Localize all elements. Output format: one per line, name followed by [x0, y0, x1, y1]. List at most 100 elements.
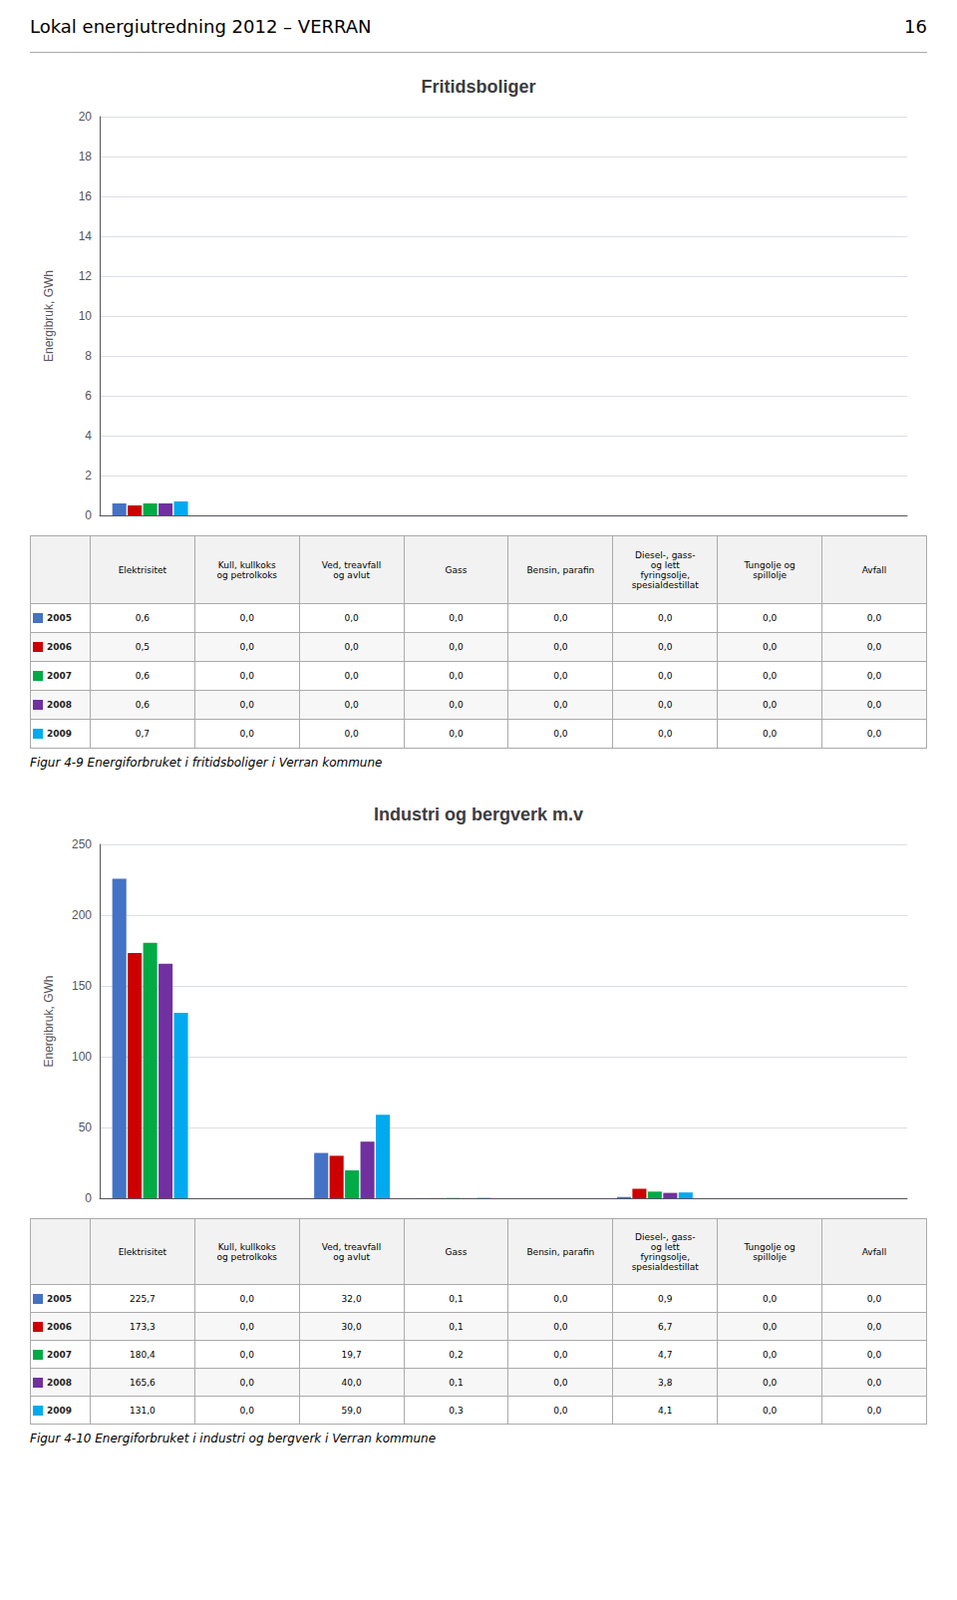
svg-text:50: 50	[78, 1120, 93, 1135]
svg-text:2: 2	[84, 468, 92, 483]
html-text:0,0: 0,0	[448, 728, 464, 739]
html-text:0,1: 0,1	[448, 1293, 464, 1304]
html-text:0,0: 0,0	[762, 1293, 777, 1304]
svg-text:Industri og bergverk m.v: Industri og bergverk m.v	[373, 804, 584, 825]
svg-text:6: 6	[84, 388, 92, 403]
html-text:Diesel-, gass- og lett fyrings: Diesel-, gass- og lett fyringsolje, spes…	[631, 549, 699, 590]
html-text:0,0: 0,0	[762, 728, 777, 739]
svg-text:20: 20	[78, 109, 93, 124]
html-text:0,0: 0,0	[762, 670, 777, 681]
html-text:Ved, treavfall og avlut: Ved, treavfall og avlut	[321, 559, 382, 580]
svg-text:Energibruk, GWh: Energibruk, GWh	[41, 270, 56, 362]
html-text:0,0: 0,0	[867, 728, 882, 739]
svg-text:0: 0	[84, 508, 92, 523]
html-text:2007: 2007	[46, 670, 72, 681]
html-text:0,0: 0,0	[239, 728, 255, 739]
html-text:2006: 2006	[46, 1321, 72, 1332]
svg-text:18: 18	[78, 149, 93, 164]
html-text:2008: 2008	[46, 699, 72, 710]
html-text:0,0: 0,0	[658, 641, 673, 652]
html-text:0,0: 0,0	[553, 641, 568, 652]
svg-text:4: 4	[84, 428, 92, 443]
svg-text:12: 12	[78, 269, 93, 284]
html-text:0,6: 0,6	[135, 670, 150, 681]
html-text:Tungolje og spillolje: Tungolje og spillolje	[744, 559, 796, 580]
html-text:Figur 4-9 Energiforbruket i fr: Figur 4-9 Energiforbruket i fritidsbolig…	[29, 755, 383, 770]
html-text:Avfall: Avfall	[861, 1246, 887, 1257]
svg-text:Fritidsboliger: Fritidsboliger	[420, 76, 536, 97]
html-text:0,0: 0,0	[658, 728, 673, 739]
html-text:0,0: 0,0	[239, 641, 255, 652]
html-text:0,0: 0,0	[553, 728, 568, 739]
html-text:0,0: 0,0	[344, 728, 359, 739]
svg-text:8: 8	[84, 348, 92, 363]
html-text:0,6: 0,6	[135, 613, 150, 624]
html-text:Avfall: Avfall	[861, 564, 887, 575]
html-text:0,0: 0,0	[658, 670, 673, 681]
html-text:0,0: 0,0	[344, 613, 359, 624]
html-text:Ved, treavfall og avlut: Ved, treavfall og avlut	[321, 1241, 382, 1262]
svg-text:16: 16	[78, 189, 93, 204]
html-text:0,0: 0,0	[658, 613, 673, 624]
html-text:Bensin, parafin: Bensin, parafin	[526, 564, 595, 575]
html-text:Figur 4-10 Energiforbruket i i: Figur 4-10 Energiforbruket i industri og…	[29, 1431, 436, 1446]
html-text:0,0: 0,0	[553, 1293, 568, 1304]
svg-text:0: 0	[84, 1191, 92, 1206]
html-text:0,0: 0,0	[448, 641, 464, 652]
html-text:0,0: 0,0	[448, 699, 464, 710]
html-text:0,0: 0,0	[867, 1293, 882, 1304]
svg-text:10: 10	[78, 309, 93, 323]
html-text:Lokal energiutredning 2012 – V: Lokal energiutredning 2012 – VERRAN	[29, 15, 372, 37]
svg-text:Energibruk, GWh: Energibruk, GWh	[41, 974, 56, 1067]
svg-text:250: 250	[71, 837, 92, 852]
svg-text:100: 100	[71, 1049, 92, 1064]
html-text:0,5: 0,5	[135, 641, 150, 652]
html-text:0,0: 0,0	[344, 641, 359, 652]
html-text:0,0: 0,0	[553, 670, 568, 681]
html-text:0,0: 0,0	[762, 613, 777, 624]
html-text:0,0: 0,0	[867, 699, 882, 710]
html-text:0,0: 0,0	[239, 1293, 255, 1304]
html-text:225,7: 225,7	[129, 1293, 156, 1304]
svg-text:150: 150	[71, 978, 92, 993]
html-text:Elektrisitet: Elektrisitet	[118, 1246, 167, 1257]
html-text:Elektrisitet: Elektrisitet	[118, 564, 167, 575]
html-text:2005: 2005	[46, 613, 72, 624]
html-text:0,0: 0,0	[239, 1321, 255, 1332]
html-text:2006: 2006	[46, 641, 72, 652]
html-text:0,0: 0,0	[867, 670, 882, 681]
html-text:Kull, kullkoks og petrolkoks: Kull, kullkoks og petrolkoks	[216, 559, 278, 580]
html-text:0,0: 0,0	[239, 613, 255, 624]
html-text:0,0: 0,0	[344, 699, 359, 710]
html-text:Gass: Gass	[445, 564, 467, 575]
html-text:0,0: 0,0	[448, 670, 464, 681]
html-text:0,0: 0,0	[553, 613, 568, 624]
html-text:30,0: 30,0	[341, 1321, 362, 1332]
html-text:2009: 2009	[46, 728, 72, 739]
html-text:0,1: 0,1	[448, 1321, 464, 1332]
html-text:0,0: 0,0	[762, 641, 777, 652]
html-text:0,7: 0,7	[135, 728, 150, 739]
html-text:0,0: 0,0	[239, 670, 255, 681]
html-text:0,9: 0,9	[658, 1293, 673, 1304]
html-text:0,0: 0,0	[867, 641, 882, 652]
html-text:Bensin, parafin: Bensin, parafin	[526, 1246, 595, 1257]
html-text:0,0: 0,0	[448, 613, 464, 624]
html-text:2005: 2005	[46, 1293, 72, 1304]
html-text:Diesel-, gass- og lett fyrings: Diesel-, gass- og lett fyringsolje, spes…	[631, 1231, 699, 1272]
html-text:32,0: 32,0	[341, 1293, 362, 1304]
svg-text:200: 200	[71, 908, 92, 923]
svg-text:14: 14	[78, 229, 93, 244]
html-text:Gass: Gass	[445, 1246, 467, 1257]
html-text:16: 16	[904, 15, 928, 37]
html-text:0,6: 0,6	[135, 699, 150, 710]
html-text:0,0: 0,0	[553, 699, 568, 710]
html-text:0,0: 0,0	[239, 699, 255, 710]
html-text:Tungolje og spillolje: Tungolje og spillolje	[744, 1241, 796, 1262]
html-text:0,0: 0,0	[867, 613, 882, 624]
html-text:0,0: 0,0	[762, 699, 777, 710]
html-text:173,3: 173,3	[129, 1321, 156, 1332]
html-text:0,0: 0,0	[658, 699, 673, 710]
html-text:Kull, kullkoks og petrolkoks: Kull, kullkoks og petrolkoks	[216, 1241, 278, 1262]
html-text:0,0: 0,0	[344, 670, 359, 681]
